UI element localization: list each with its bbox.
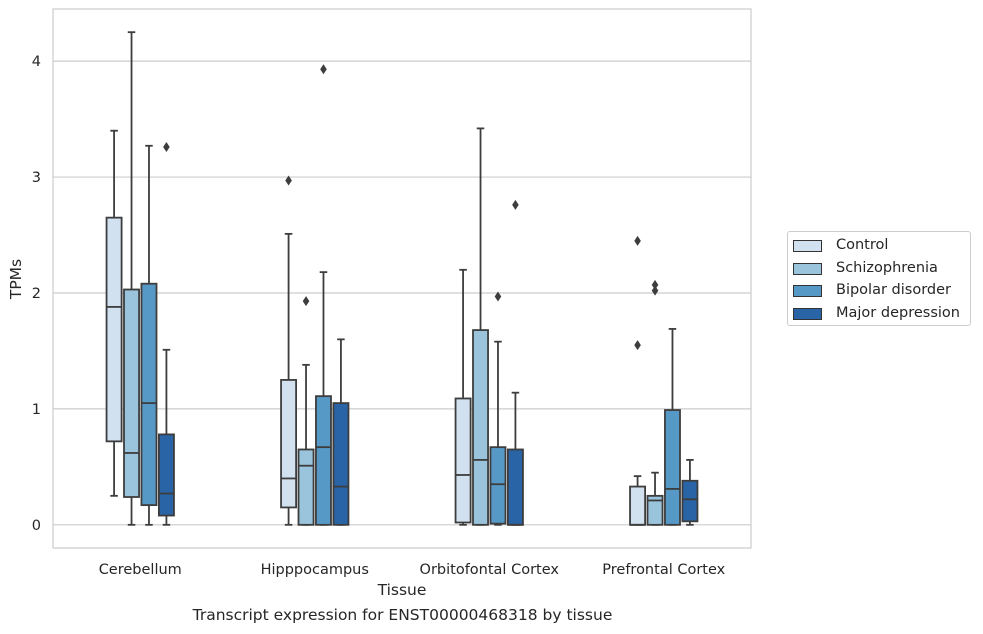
outlier-point (302, 296, 310, 307)
outlier-point (634, 340, 641, 351)
legend-label: Major depression (836, 304, 960, 321)
box (646, 279, 664, 526)
box-body (454, 397, 472, 524)
legend: Control Schizophrenia Bipolar disorder M… (787, 231, 971, 326)
y-tick-label: 3 (32, 170, 41, 186)
x-tick-label: Orbitofontal Cortex (420, 562, 560, 578)
outlier-point (163, 141, 170, 152)
legend-item-major-depression: Major depression (788, 303, 972, 325)
outlier-point (651, 279, 659, 290)
box (105, 129, 123, 497)
legend-item-control: Control (788, 235, 972, 257)
box (489, 291, 507, 526)
box-body (140, 282, 158, 507)
outlier-point (320, 64, 327, 75)
plot-area-frame (52, 8, 752, 549)
legend-swatch (793, 240, 822, 252)
box (315, 64, 332, 526)
box (157, 141, 175, 526)
x-tick-label: Cerebellum (99, 562, 182, 578)
y-tick-label: 2 (32, 286, 41, 302)
box (472, 127, 489, 526)
box (664, 328, 681, 526)
chart-caption: Transcript expression for ENST0000046831… (192, 606, 613, 624)
x-axis-label: Tissue (377, 581, 427, 599)
x-tick-label: Prefrontal Cortex (602, 562, 725, 578)
legend-swatch (793, 307, 822, 320)
legend-label: Control (836, 237, 889, 253)
box (280, 175, 297, 526)
box (297, 296, 315, 526)
box (140, 144, 158, 526)
box-body (489, 446, 507, 525)
box-body (506, 448, 524, 526)
legend-item-bipolar-disorder: Bipolar disorder (788, 280, 972, 302)
outlier-point (651, 285, 659, 296)
legend-swatch (793, 262, 822, 275)
box-body (123, 288, 140, 498)
box-body (664, 409, 681, 526)
box-body (315, 395, 332, 526)
box-body (297, 448, 315, 526)
box (123, 31, 140, 526)
box (629, 235, 646, 526)
box-plots (105, 31, 699, 526)
box (454, 268, 472, 526)
y-axis-ticks: 0 1 2 3 4 (32, 54, 41, 534)
box-body (332, 402, 350, 526)
y-tick-label: 0 (32, 518, 41, 534)
y-axis-label: TPMs (7, 259, 25, 300)
y-tick-label: 4 (32, 54, 41, 70)
legend-swatch (793, 285, 822, 297)
outlier-point (494, 291, 502, 302)
legend-label: Bipolar disorder (836, 282, 951, 298)
x-axis-ticks: Cerebellum Hipppocampus Orbitofontal Corte… (99, 562, 726, 578)
outlier-point (285, 175, 292, 186)
outlier-point (634, 235, 641, 246)
box-body (280, 379, 297, 509)
box (332, 338, 350, 526)
box-body (646, 494, 664, 526)
box (506, 199, 524, 526)
legend-label: Schizophrenia (836, 259, 938, 276)
x-tick-label: Hipppocampus (261, 562, 369, 578)
gridlines (53, 60, 751, 526)
box-body (472, 329, 489, 526)
box-body (681, 479, 699, 523)
y-tick-label: 1 (32, 402, 41, 418)
box-body (157, 433, 175, 517)
box (681, 459, 699, 526)
box-body (629, 485, 646, 526)
outlier-point (512, 199, 519, 210)
box-body (105, 216, 123, 443)
legend-item-schizophrenia: Schizophrenia (788, 258, 972, 280)
